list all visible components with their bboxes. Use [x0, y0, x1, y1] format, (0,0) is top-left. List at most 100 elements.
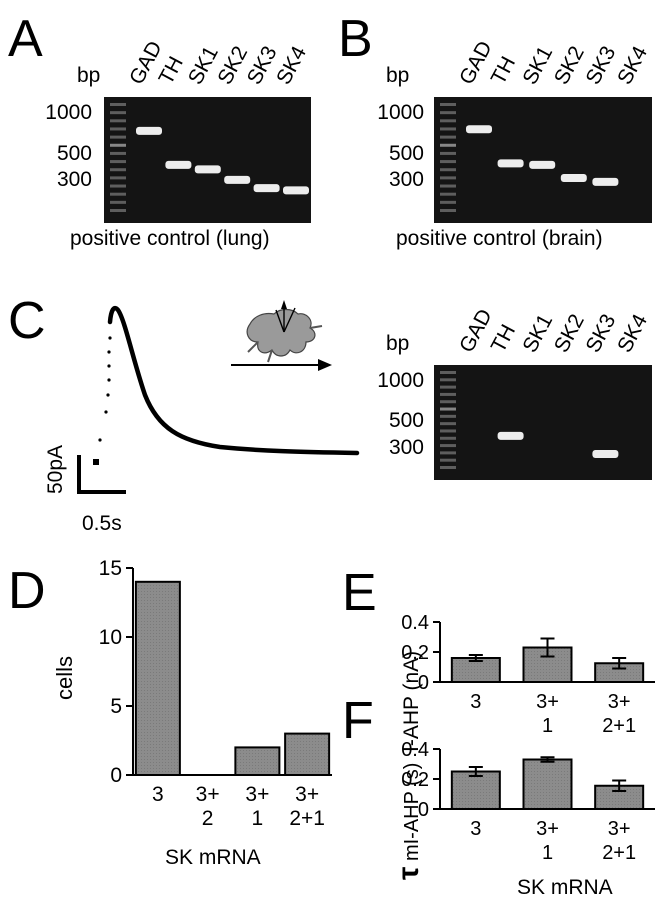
gel-band	[283, 186, 309, 195]
ladder-band	[440, 422, 456, 426]
gel-image	[434, 97, 652, 223]
ladder-band	[110, 192, 126, 196]
ladder-band	[110, 160, 126, 164]
trace-point	[107, 378, 111, 382]
gel-image	[104, 97, 311, 223]
bp-label: bp	[77, 64, 100, 87]
ladder-band	[110, 200, 126, 204]
lane-label: SK1	[518, 42, 557, 88]
category-label: 2	[202, 807, 214, 830]
y-tick-label: 0.4	[401, 739, 429, 761]
ladder-band	[440, 127, 456, 131]
ladder-band	[440, 168, 456, 172]
ladder-band	[110, 119, 126, 123]
y-tick-label: 0	[418, 799, 429, 821]
bar-chart-e: 00.20.43 3+13+2+1I-AHP (nA)	[400, 612, 655, 752]
bar	[450, 770, 501, 810]
panel-letter-d: D	[8, 562, 46, 620]
ladder-band	[440, 135, 456, 139]
lane-label: TH	[487, 321, 520, 357]
ladder-band	[440, 444, 456, 448]
gel-band	[165, 160, 192, 169]
y-tick-label: 10	[99, 626, 122, 649]
lane-label: SK2	[213, 42, 252, 88]
tau-symbol: τ	[392, 867, 425, 880]
category-label: 2+1	[289, 807, 325, 830]
trace-point	[106, 393, 110, 397]
ladder-band	[440, 451, 456, 455]
ladder-band	[440, 436, 456, 440]
trace-line	[107, 305, 360, 456]
ladder-band	[110, 143, 126, 147]
lane-label: SK2	[550, 310, 589, 356]
ladder-band	[440, 184, 456, 188]
gel-band	[497, 431, 524, 440]
y-tick-label: 0	[110, 764, 122, 787]
ladder-band	[440, 143, 456, 147]
gel-band	[194, 165, 221, 174]
ladder-band	[440, 119, 456, 123]
ladder-band	[440, 400, 456, 404]
ladder-band	[440, 192, 456, 196]
y-tick-label: 0.2	[401, 642, 429, 664]
category-label: 3	[470, 818, 481, 840]
ladder-band	[440, 176, 456, 180]
gel-band	[560, 174, 587, 182]
bar	[234, 746, 281, 777]
bar	[284, 732, 331, 776]
trace-point	[104, 410, 108, 414]
bar	[522, 758, 573, 810]
category-label: 2+1	[602, 842, 636, 864]
y-tick-label: 15	[99, 557, 122, 580]
ladder-band	[440, 103, 456, 106]
bp-label: bp	[386, 332, 409, 355]
ladder-band	[110, 209, 126, 212]
panel-letter-b: B	[338, 10, 373, 68]
trace-point	[107, 350, 111, 354]
category-label: 3+	[295, 783, 319, 806]
gel-caption: positive control (brain)	[396, 227, 603, 250]
category-label: 3+	[608, 818, 631, 840]
gel-band	[253, 184, 280, 193]
ladder-band	[440, 209, 456, 212]
panel-letter-a: A	[8, 10, 43, 68]
ladder-band	[440, 392, 456, 396]
lane-label: SK4	[272, 42, 311, 88]
y-tick-label: 0.4	[401, 612, 429, 634]
ladder-band	[110, 127, 126, 131]
lane-label: SK3	[582, 42, 621, 88]
gel-band	[224, 175, 251, 184]
bp-label: bp	[386, 64, 409, 87]
trace-point	[93, 459, 99, 465]
bp-tick-label: 500	[389, 142, 424, 165]
lane-label: SK1	[518, 310, 557, 356]
ladder-band	[440, 407, 456, 411]
y-tick-label: 0	[418, 672, 429, 694]
x-axis-label: SK mRNA	[165, 846, 261, 869]
time-scale-label: 0.5s	[82, 512, 122, 535]
trace-point	[108, 336, 112, 340]
gel-image	[434, 365, 652, 480]
lane-label: SK3	[243, 42, 282, 88]
gel-band	[136, 126, 162, 135]
lane-label: SK4	[613, 42, 652, 88]
ladder-band	[440, 466, 456, 469]
ladder-band	[440, 371, 456, 374]
gel-band	[497, 159, 524, 168]
panel-letter-f: F	[342, 692, 374, 750]
category-label: 3+	[536, 691, 559, 713]
trace-scale-bar: 50pA 0.5s	[44, 445, 126, 535]
cell-pipette-icon	[246, 300, 323, 363]
bp-tick-label: 300	[389, 168, 424, 191]
trace-point	[98, 438, 102, 442]
ladder-band	[110, 168, 126, 172]
ladder-band	[440, 151, 456, 155]
ladder-band	[440, 160, 456, 164]
transfer-arrow	[231, 359, 332, 371]
gel-caption: positive control (lung)	[70, 227, 270, 250]
ladder-band	[440, 111, 456, 115]
